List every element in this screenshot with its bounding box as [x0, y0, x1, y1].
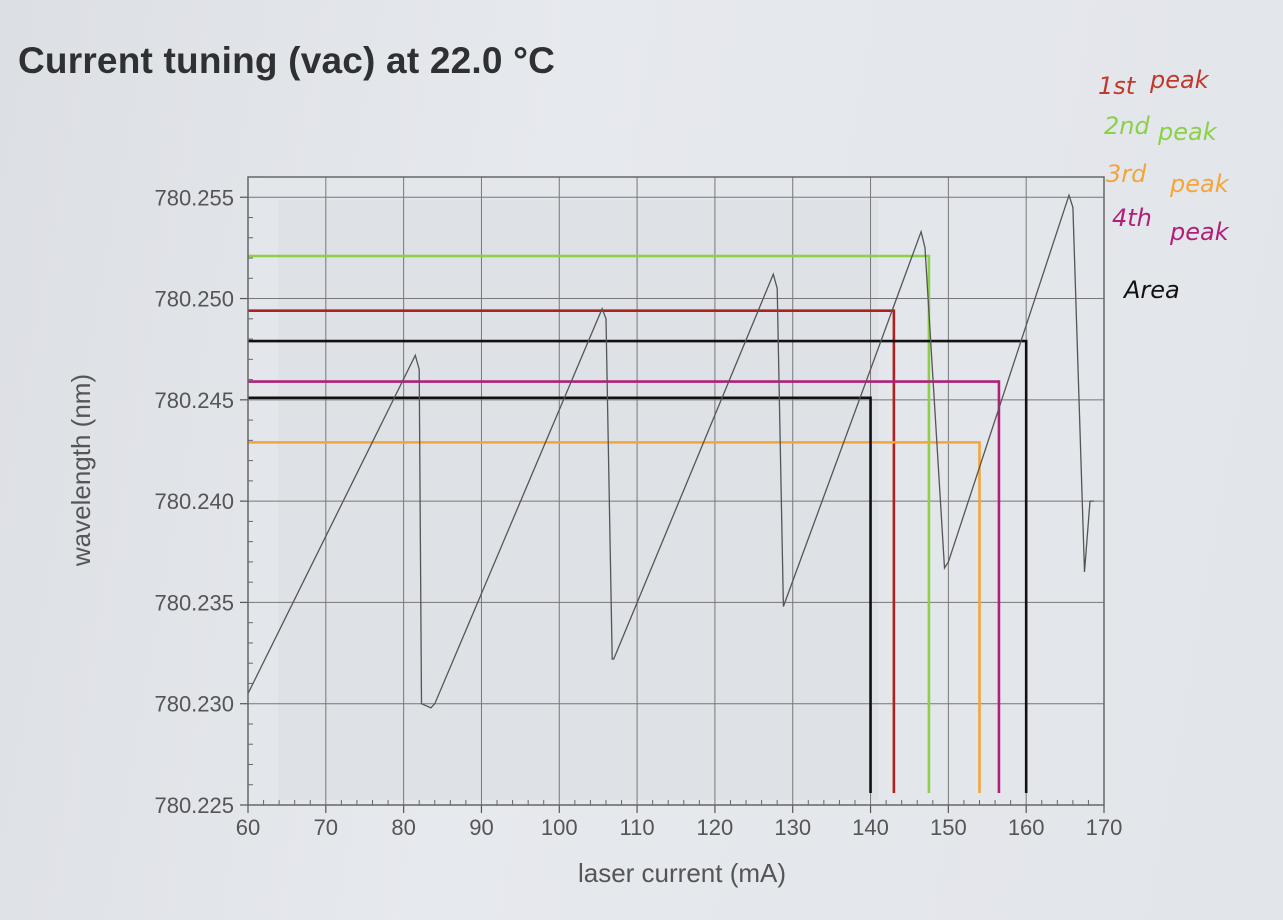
- y-axis-title: wavelength (nm): [66, 374, 96, 567]
- annotation-line-3rd-peak: [248, 441, 981, 793]
- x-tick-label: 90: [469, 815, 493, 840]
- x-tick-label: 150: [930, 815, 967, 840]
- plot-frame: [247, 176, 1105, 806]
- series-line: [247, 193, 1094, 709]
- annotation-line-area: [248, 396, 872, 793]
- plot-shade: [278, 200, 878, 800]
- legend-label: peak: [1149, 66, 1210, 94]
- annotation-line-1st-peak: [248, 309, 896, 793]
- x-tick-label: 170: [1086, 815, 1123, 840]
- x-tick-label: 100: [541, 815, 578, 840]
- y-tick-label: 780.250: [154, 287, 234, 312]
- x-tick-label: 110: [620, 815, 655, 840]
- y-tick-labels: 780.225 780.230 780.235 780.240 780.245 780.2…: [154, 185, 234, 818]
- ticks: [240, 196, 1105, 813]
- x-tick-label: 130: [774, 815, 811, 840]
- y-tick-label: 780.235: [154, 590, 234, 615]
- y-tick-label: 780.255: [154, 185, 234, 210]
- x-tick-label: 60: [236, 815, 260, 840]
- y-tick-label: 780.230: [154, 692, 234, 717]
- x-tick-label: 140: [852, 815, 889, 840]
- legend-ordinal: 3rd: [1106, 160, 1147, 188]
- x-axis-title: laser current (mA): [578, 858, 786, 888]
- x-tick-label: 80: [391, 815, 415, 840]
- legend-label: peak: [1169, 218, 1230, 246]
- annotation-line-2nd-peak: [248, 254, 931, 793]
- annotation-line-4th-peak: [248, 380, 1001, 793]
- legend-label: peak: [1157, 118, 1218, 146]
- legend-label: Area: [1122, 276, 1180, 304]
- chart-title: Current tuning (vac) at 22.0 °C: [18, 40, 556, 81]
- x-tick-label: 160: [1008, 815, 1045, 840]
- legend-ordinal: 4th: [1112, 204, 1152, 232]
- legend-label: peak: [1169, 170, 1230, 198]
- y-tick-label: 780.225: [154, 793, 234, 818]
- annotation-line-area: [248, 339, 1028, 793]
- y-tick-label: 780.245: [154, 388, 234, 413]
- x-tick-label: 70: [314, 815, 338, 840]
- x-tick-label: 120: [697, 815, 734, 840]
- annotation-lines: [248, 254, 1028, 793]
- y-tick-label: 780.240: [154, 489, 234, 514]
- plot-background: [248, 177, 1104, 805]
- x-tick-labels: 60 70 80 90 100 110 120 130 140 150 160 170: [236, 815, 1123, 840]
- legend-ordinal: 2nd: [1104, 112, 1150, 140]
- legend-ordinal: 1st: [1098, 72, 1137, 100]
